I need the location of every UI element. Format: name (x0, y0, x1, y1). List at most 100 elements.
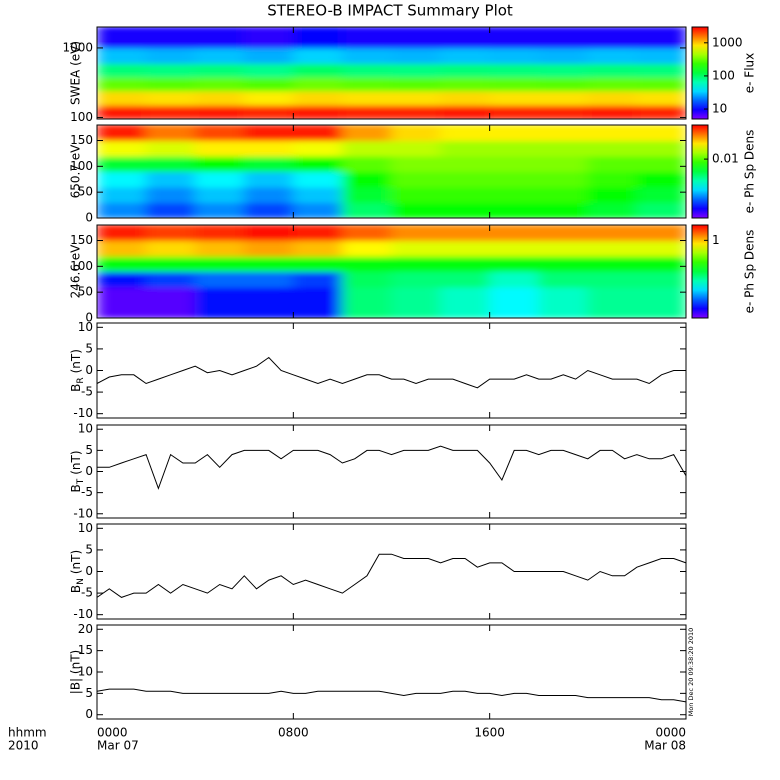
heatmap-cell (538, 271, 589, 288)
heatmap-cell (587, 140, 638, 157)
heatmap-cell (538, 240, 589, 257)
heatmap-cell (292, 76, 343, 92)
heatmap-cell (587, 255, 638, 272)
heatmap-cell (391, 62, 442, 78)
heatmap-cell (636, 104, 686, 119)
heatmap-cell (145, 27, 196, 49)
heatmap-cell (292, 202, 343, 218)
heatmap-cell (292, 225, 343, 241)
heatmap-cell (489, 125, 540, 141)
heatmap-cell (292, 255, 343, 272)
y-tick-label: 0 (85, 211, 93, 225)
heatmap-cell (341, 286, 392, 303)
heatmap-cell (292, 271, 343, 288)
heatmap-cell (391, 140, 442, 157)
heatmap-cell (341, 302, 392, 318)
heatmap-cell (440, 47, 491, 64)
heatmap-cell (587, 104, 638, 119)
heatmap-cell (292, 47, 343, 64)
heatmap-cell (341, 155, 392, 172)
colorbar-tick-label: 100 (712, 68, 735, 82)
heatmap-cell (97, 27, 147, 49)
heatmap-cell (292, 171, 343, 188)
colorbar (691, 224, 709, 319)
heatmap-cell (243, 302, 294, 318)
heatmap-cell (440, 202, 491, 218)
heatmap-cell (97, 125, 147, 141)
heatmap-cell (145, 255, 196, 272)
heatmap-cell (538, 62, 589, 78)
data-line (97, 445, 687, 490)
heatmap-cell (636, 202, 686, 218)
heatmap-cell (292, 27, 343, 49)
heatmap-cell (243, 155, 294, 172)
y-tick-label: 10 (78, 422, 93, 436)
heatmap-cell (440, 302, 491, 318)
heatmap-cell (587, 125, 638, 141)
colorbar-label: e- Ph Sp Dens (743, 130, 757, 214)
y-axis-label-main: B (69, 484, 83, 492)
heatmap-cell (587, 76, 638, 92)
heatmap-cell (243, 62, 294, 78)
heatmap-cell (145, 171, 196, 188)
heatmap-cell (97, 302, 147, 318)
y-axis-label-sub: R (76, 377, 86, 383)
heatmap-cell (243, 47, 294, 64)
colorbar-label: e- Flux (743, 53, 757, 93)
heatmap-cell (97, 286, 147, 303)
y-tick-label: -10 (73, 607, 93, 621)
heatmap-cell (145, 225, 196, 241)
y-tick-label: 20 (78, 622, 93, 636)
panel-frame (96, 124, 687, 219)
heatmap-cell (489, 90, 540, 106)
y-tick-label: -5 (81, 385, 93, 399)
y-tick-label: 150 (70, 233, 93, 247)
data-line (96, 356, 686, 389)
heatmap-cell (587, 47, 638, 64)
y-axis-label-sub: N (76, 578, 86, 585)
heatmap-cell (341, 240, 392, 257)
heatmap-cell (243, 90, 294, 106)
heatmap-cell (97, 140, 147, 157)
heatmap-cell (391, 76, 442, 92)
heatmap-cell (243, 286, 294, 303)
heatmap-cell (97, 225, 147, 241)
y-tick-label: 1000 (62, 40, 93, 54)
y-axis-label-sub: T (76, 478, 86, 485)
heatmap-cell (538, 76, 589, 92)
colorbar-tick-label: 1 (712, 233, 720, 247)
y-axis-label-unit: (nT) (69, 450, 83, 474)
heatmap-cell (145, 76, 196, 92)
heatmap-cell (636, 140, 686, 157)
x-row-label: 2010 (8, 739, 39, 753)
heatmap-cell (636, 255, 686, 272)
heatmap-cell (391, 186, 442, 203)
heatmap-cell (97, 186, 147, 203)
x-tick-label: 0800 (278, 726, 309, 740)
y-tick-label: 0 (85, 464, 93, 478)
colorbar-tick-label: 1000 (712, 35, 743, 49)
heatmap-cell (587, 171, 638, 188)
heatmap-cell (538, 302, 589, 318)
heatmap-cell (636, 302, 686, 318)
heatmap-cell (587, 186, 638, 203)
spectrogram (97, 27, 686, 119)
heatmap-cell (194, 104, 245, 119)
heatmap-cell (440, 76, 491, 92)
heatmap-cell (341, 255, 392, 272)
heatmap-cell (97, 240, 147, 257)
heatmap-cell (292, 62, 343, 78)
heatmap-cell (391, 255, 442, 272)
y-axis-label-main: B (69, 384, 83, 392)
y-axis-label: 650.7 eV (69, 144, 83, 199)
heatmap-cell (194, 225, 245, 241)
heatmap-cell (391, 125, 442, 141)
heatmap-cell (391, 155, 442, 172)
heatmap-cell (292, 125, 343, 141)
heatmap-cell (341, 140, 392, 157)
heatmap-cell (489, 302, 540, 318)
data-line (96, 553, 687, 598)
heatmap-cell (194, 155, 245, 172)
heatmap-cell (538, 186, 589, 203)
heatmap-cell (391, 202, 442, 218)
